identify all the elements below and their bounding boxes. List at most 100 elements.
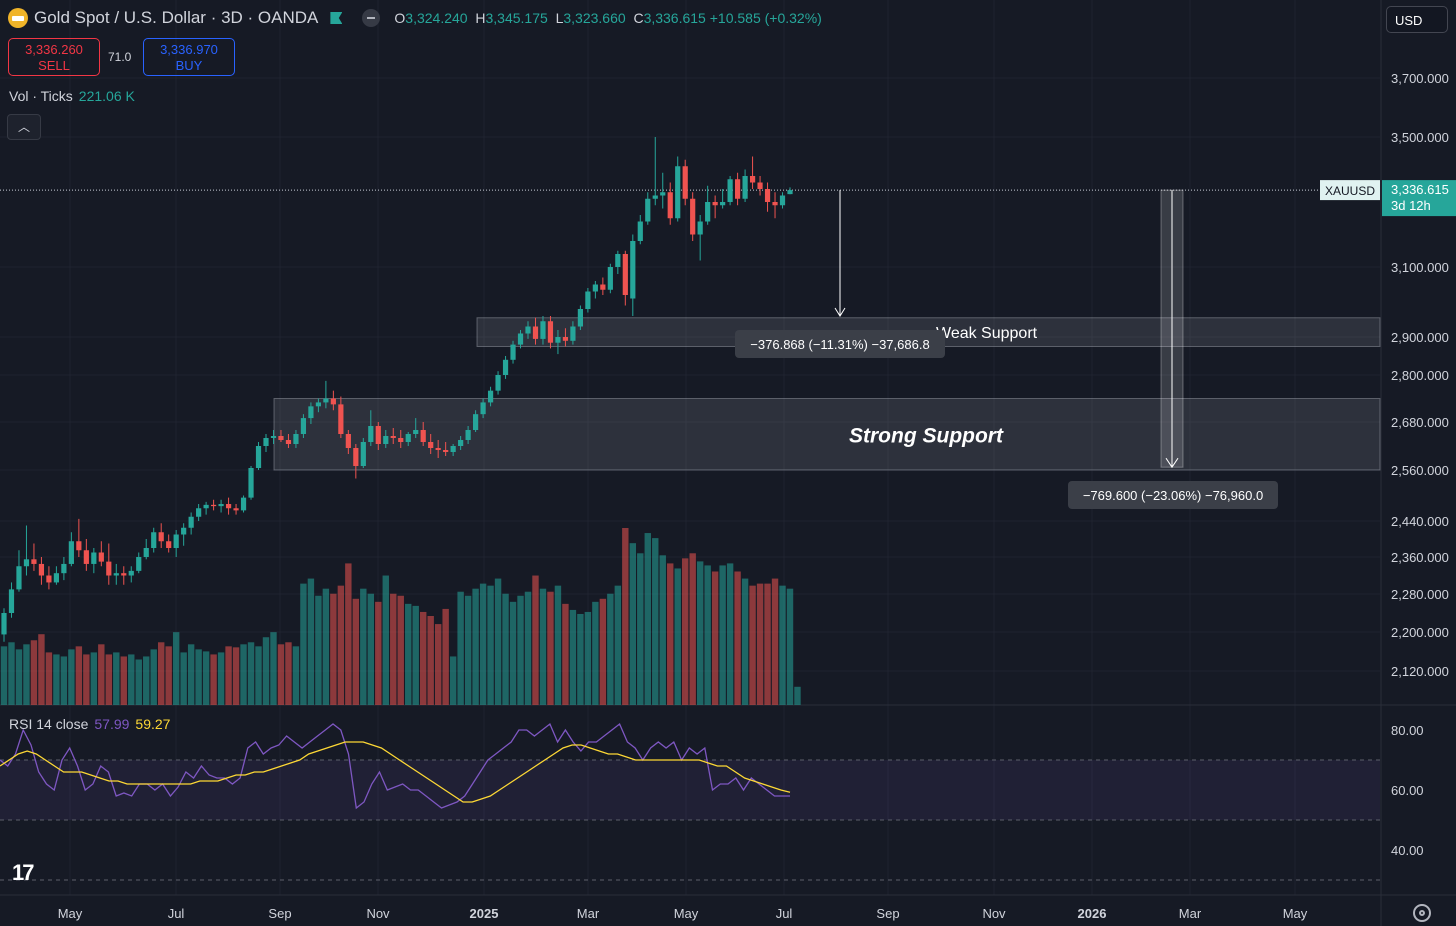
volume-bar: [689, 553, 696, 705]
candle-body: [622, 254, 628, 295]
volume-bar: [659, 555, 666, 705]
candle-body: [38, 563, 45, 576]
price-tick: 2,200.000: [1391, 625, 1449, 640]
buy-button[interactable]: 3,336.970 BUY: [143, 38, 235, 76]
candle-body: [420, 430, 426, 442]
candle-body: [255, 446, 262, 468]
volume-bar: [90, 652, 98, 705]
candle-body: [772, 202, 778, 206]
volume-bar: [764, 583, 771, 705]
volume-bar: [270, 632, 277, 705]
time-tick: Sep: [876, 906, 899, 921]
volume-bar: [547, 591, 554, 705]
currency-selector[interactable]: USD: [1386, 6, 1448, 33]
candle-body: [487, 390, 494, 403]
time-tick: Nov: [982, 906, 1006, 921]
volume-bar: [38, 634, 45, 705]
measure-label-1: −376.868 (−11.31%) −37,686.8: [750, 337, 929, 352]
market-open-flag-icon[interactable]: [330, 12, 343, 24]
volume-bar: [60, 656, 68, 705]
candle-body: [540, 321, 546, 339]
volume-bar: [315, 595, 322, 705]
volume-bars: [0, 528, 801, 705]
volume-bar: [464, 595, 472, 705]
volume-bar: [786, 588, 794, 705]
volume-bar: [509, 601, 517, 705]
volume-bar: [375, 601, 382, 705]
candle-body: [390, 436, 396, 438]
volume-bar: [120, 656, 127, 705]
rsi-tick: 40.00: [1391, 843, 1424, 858]
candle-body: [285, 440, 292, 444]
volume-legend[interactable]: Vol · Ticks 221.06 K: [9, 88, 135, 104]
candle-body: [293, 434, 299, 444]
last-price-text: 3,336.615: [1391, 182, 1449, 197]
candle-body: [330, 398, 336, 405]
candle-body: [667, 192, 673, 219]
candle-body: [517, 333, 524, 345]
volume-bar: [442, 608, 449, 705]
candle-body: [98, 552, 104, 562]
candle-body: [338, 404, 344, 434]
candle-body: [450, 446, 456, 452]
sell-button[interactable]: 3,336.260 SELL: [8, 38, 100, 76]
volume-bar: [412, 605, 419, 705]
candle-body: [682, 166, 688, 199]
volume-bar: [195, 649, 202, 705]
separator: /: [109, 8, 124, 27]
volume-bar: [165, 646, 172, 705]
volume-bar: [696, 561, 704, 705]
ohlc-values: O3,324.240 H3,345.175 L3,323.660 C3,336.…: [394, 10, 822, 26]
volume-bar: [741, 578, 749, 705]
rsi-value: 57.99: [94, 716, 130, 732]
strong-support-label: Strong Support: [849, 424, 1004, 447]
volume-bar: [135, 659, 142, 705]
tradingview-logo-icon[interactable]: 17: [12, 860, 35, 885]
rsi-tick: 60.00: [1391, 783, 1424, 798]
hide-legend-icon[interactable]: [362, 9, 381, 27]
price-tick: 2,680.000: [1391, 415, 1449, 430]
time-tick: 2025: [470, 906, 499, 921]
volume-bar: [240, 644, 247, 705]
volume-bar: [8, 642, 15, 705]
time-tick: Mar: [1179, 906, 1202, 921]
volume-bar: [53, 654, 60, 705]
candle-body: [607, 267, 613, 290]
candle-body: [480, 402, 486, 415]
symbol-name[interactable]: Gold Spot: [34, 8, 110, 27]
volume-bar: [502, 593, 509, 705]
volume-bar: [30, 640, 38, 705]
volume-bar: [397, 595, 404, 705]
volume-bar: [180, 652, 187, 705]
candle-body: [473, 414, 479, 430]
candle-body: [263, 438, 269, 446]
volume-bar: [494, 578, 502, 705]
rsi-ma-line: [0, 741, 791, 803]
volume-bar: [217, 652, 225, 705]
settings-gear-icon[interactable]: [1413, 904, 1431, 922]
candle-body: [675, 166, 681, 219]
rsi-legend[interactable]: RSI 14 close 57.99 59.27: [9, 716, 170, 732]
volume-bar: [158, 642, 165, 705]
time-tick: Sep: [268, 906, 291, 921]
candle-body: [510, 344, 516, 360]
candle-body: [225, 504, 232, 509]
candle-body: [525, 326, 531, 334]
candle-body: [764, 189, 771, 202]
volume-bar: [637, 553, 644, 705]
volume-bar: [704, 565, 711, 705]
last-price-tag: [1382, 180, 1456, 217]
candle-body: [660, 192, 666, 196]
measure-tools[interactable]: −376.868 (−11.31%) −37,686.8 −769.600 (−2…: [735, 189, 1278, 509]
volume-bar: [569, 609, 577, 705]
symbol-header[interactable]: Gold Spot / U.S. Dollar · 3D · OANDA O3,…: [8, 6, 822, 30]
collapse-legend-button[interactable]: ︿: [7, 114, 41, 140]
candle-body: [592, 284, 598, 292]
gold-logo-icon: [8, 8, 28, 28]
volume-bar: [337, 585, 345, 705]
volume-bar: [322, 588, 330, 705]
interval-label[interactable]: 3D: [221, 8, 243, 27]
volume-bar: [644, 533, 651, 705]
rsi-line: [0, 722, 790, 810]
